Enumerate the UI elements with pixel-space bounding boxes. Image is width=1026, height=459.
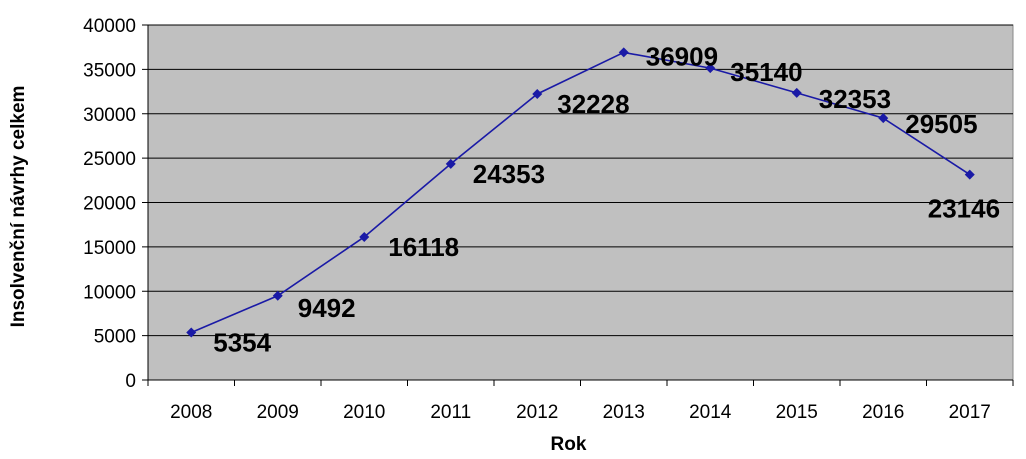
data-point-2015 bbox=[791, 87, 802, 98]
x-tick-label-2009: 2009 bbox=[257, 402, 299, 423]
series-line-0 bbox=[190, 51, 971, 334]
x-tick-label-2012: 2012 bbox=[516, 402, 558, 423]
y-tick-label-5000: 5000 bbox=[94, 327, 136, 348]
data-point-2012 bbox=[532, 88, 543, 99]
x-tick-label-2013: 2013 bbox=[603, 402, 645, 423]
x-axis-title: Rok bbox=[551, 434, 587, 454]
y-tick-label-25000: 25000 bbox=[83, 149, 136, 170]
data-point-2008 bbox=[186, 327, 197, 338]
data-label-2010: 16118 bbox=[388, 232, 459, 262]
data-label-2017: 23146 bbox=[928, 194, 1000, 224]
data-label-2015: 32353 bbox=[819, 84, 891, 114]
series-layer bbox=[186, 47, 975, 338]
data-label-2013: 36909 bbox=[646, 41, 718, 71]
data-label-2008: 5354 bbox=[213, 327, 271, 357]
data-point-2016 bbox=[878, 113, 889, 124]
data-label-2012: 32228 bbox=[557, 89, 629, 119]
y-tick-label-15000: 15000 bbox=[83, 238, 136, 259]
x-tick-label-2015: 2015 bbox=[776, 402, 818, 423]
y-tick-label-10000: 10000 bbox=[83, 282, 136, 303]
data-labels: 5354 9492 16118 24353 32228 36909 35140 32353 29… bbox=[213, 41, 1000, 357]
x-tick-label-2011: 2011 bbox=[430, 402, 471, 423]
x-tick-label-2017: 2017 bbox=[949, 402, 991, 423]
y-tick-label-30000: 30000 bbox=[83, 105, 136, 126]
data-label-2011: 24353 bbox=[473, 159, 545, 189]
data-point-2014 bbox=[705, 63, 716, 74]
x-tick-label-2014: 2014 bbox=[689, 402, 732, 423]
x-tick-labels: 2008 2009 2010 2011 2012 2013 2014 2015 2016 2017 bbox=[170, 402, 991, 423]
y-tick-label-0: 0 bbox=[125, 371, 136, 392]
data-label-2009: 9492 bbox=[298, 293, 356, 323]
data-point-2011 bbox=[445, 158, 456, 169]
data-label-2014: 35140 bbox=[730, 57, 802, 87]
x-tick-label-2016: 2016 bbox=[862, 402, 904, 423]
x-tick-label-2010: 2010 bbox=[343, 402, 385, 423]
y-tick-label-20000: 20000 bbox=[83, 194, 136, 215]
data-point-2010 bbox=[359, 231, 370, 242]
y-tick-label-40000: 40000 bbox=[83, 16, 136, 37]
axes bbox=[142, 24, 1014, 386]
data-point-2009 bbox=[272, 290, 283, 301]
data-point-2017 bbox=[964, 169, 975, 180]
x-tick-label-2008: 2008 bbox=[170, 402, 212, 423]
data-point-2013 bbox=[618, 47, 629, 58]
y-axis-title: Insolvenční návrhy celkem bbox=[8, 86, 29, 328]
data-label-2016: 29505 bbox=[905, 109, 977, 139]
y-tick-labels: 0 5000 10000 15000 20000 25000 30000 35000 40000 bbox=[83, 16, 136, 392]
y-tick-label-35000: 35000 bbox=[83, 60, 136, 81]
